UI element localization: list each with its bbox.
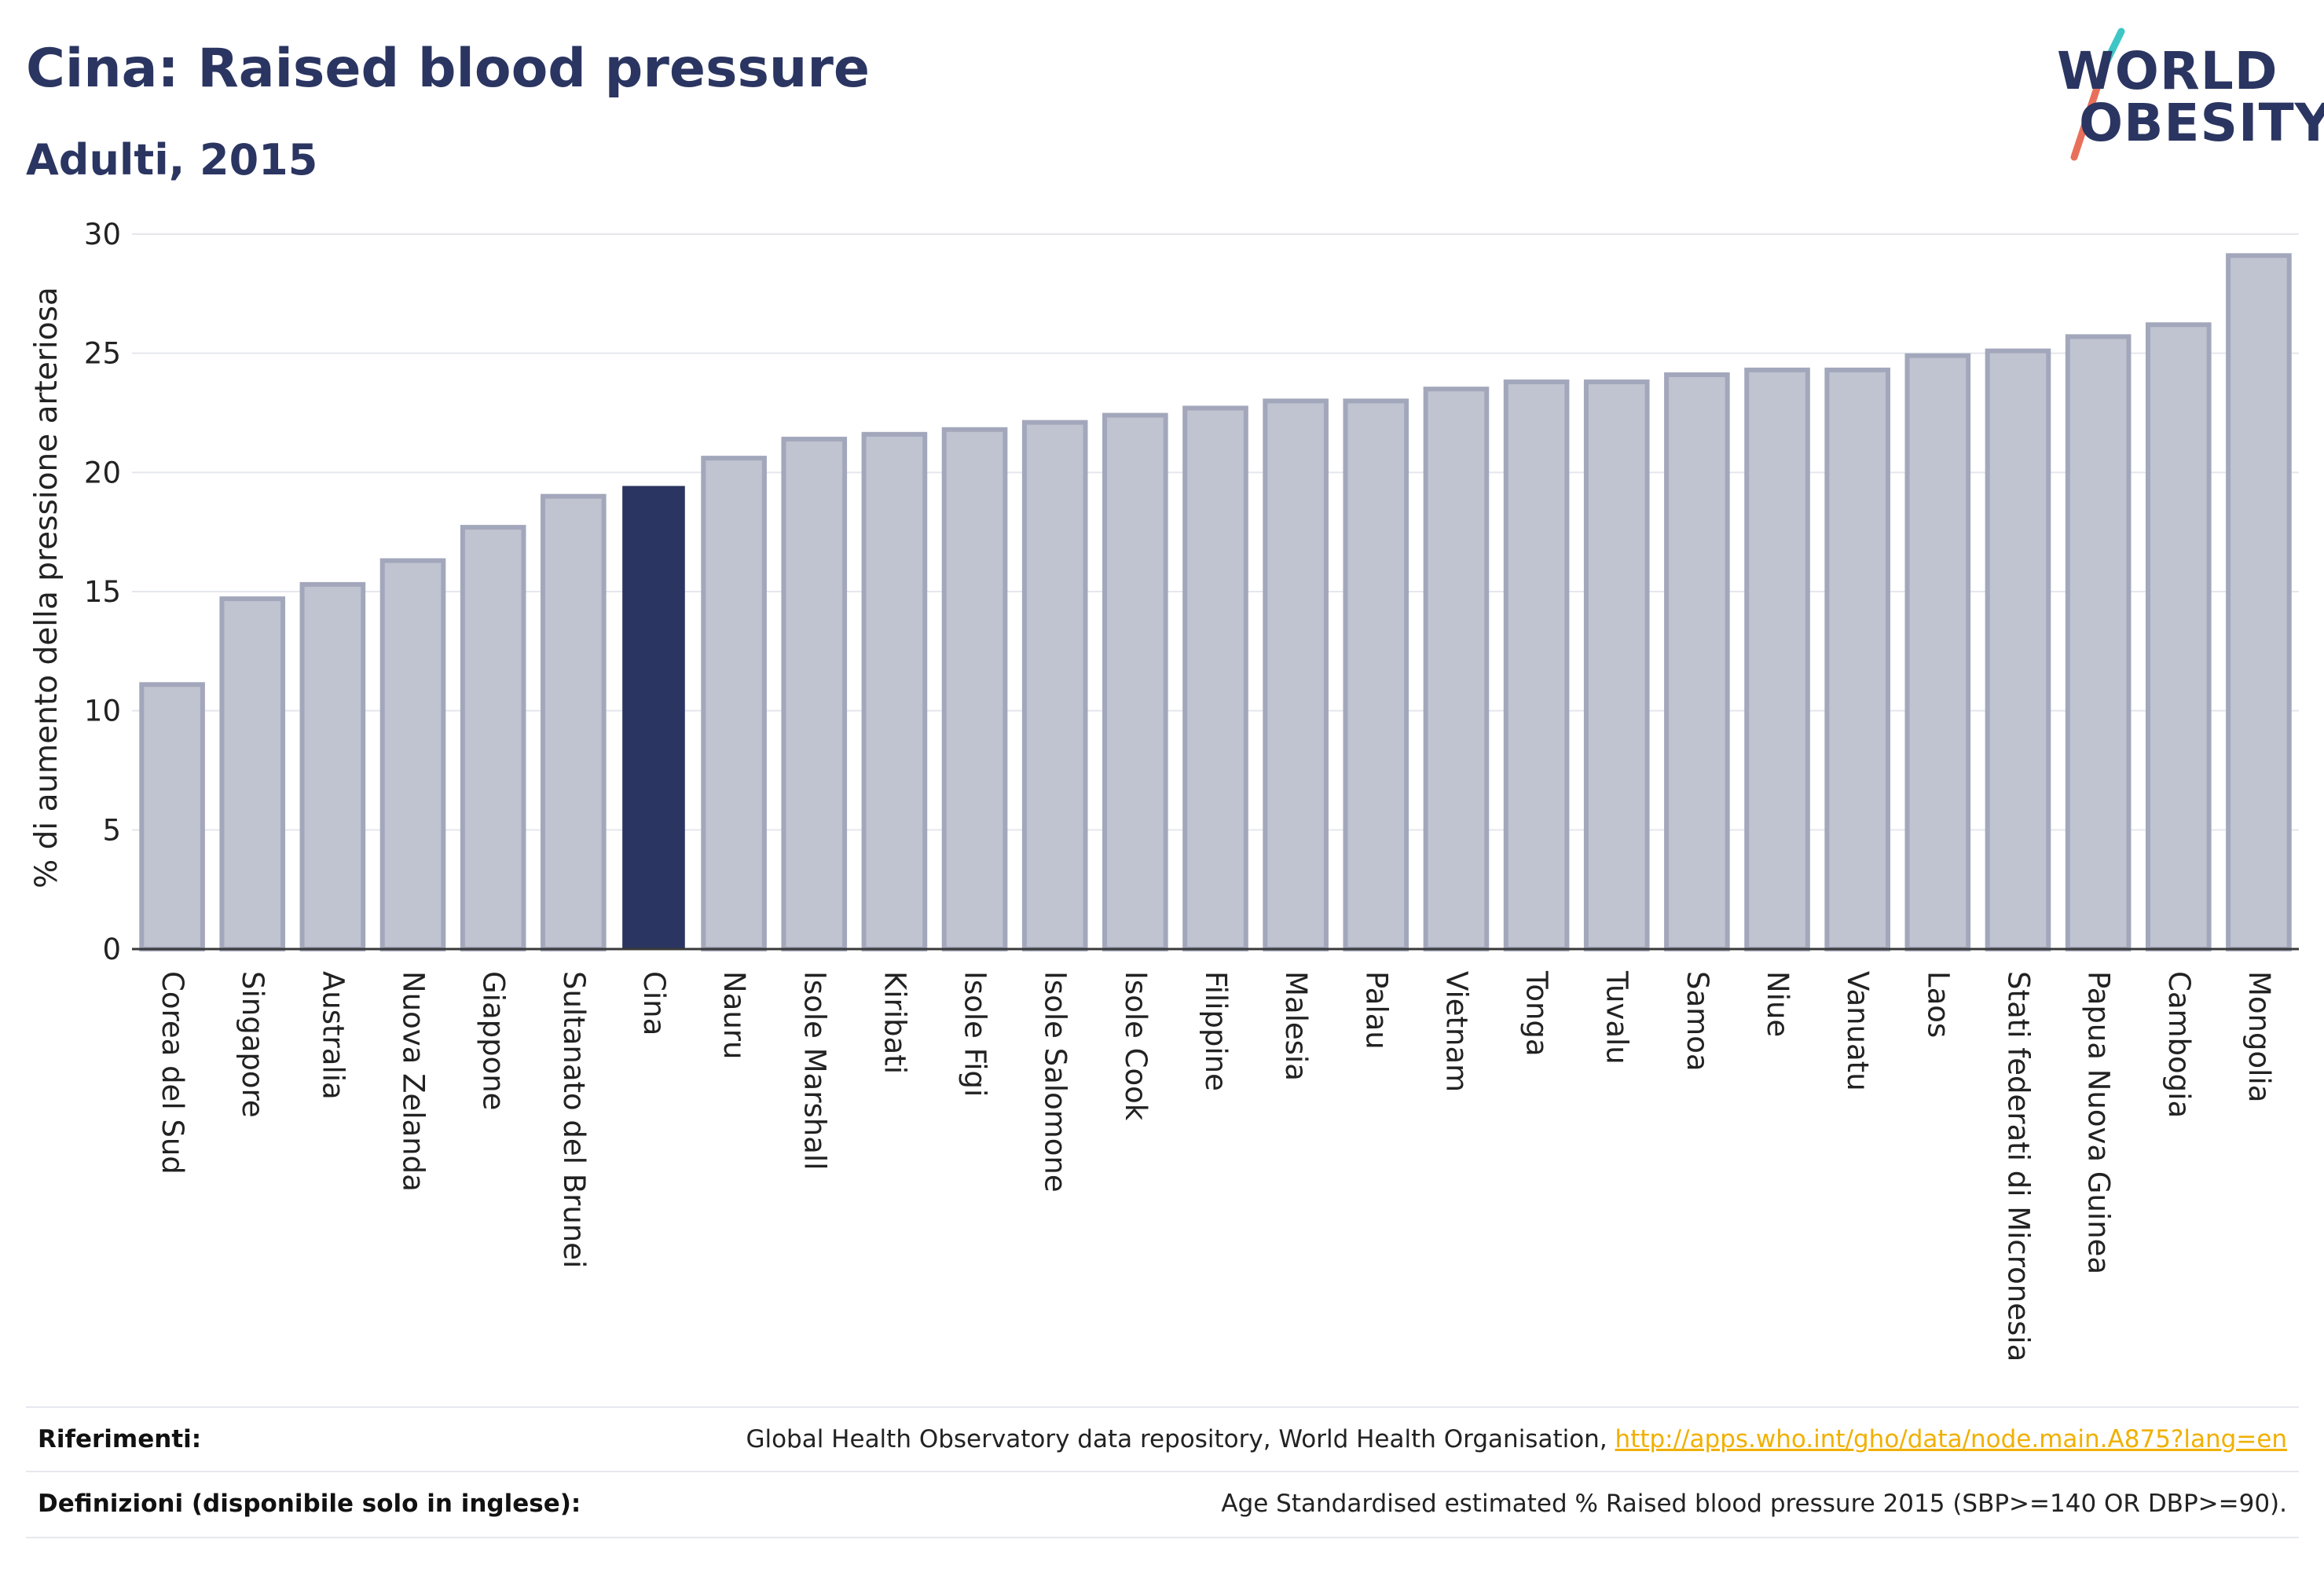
bar (1423, 387, 1490, 951)
chart-subtitle: Adulti, 2015 (26, 135, 318, 185)
y-tick-label: 25 (84, 337, 121, 371)
bar-highlight (622, 486, 685, 950)
bar (379, 558, 446, 951)
x-tick-label: Filippine (1199, 971, 1233, 1091)
bar (1263, 398, 1329, 952)
y-tick-label: 5 (102, 813, 121, 847)
bar-chart: 0 5 10 15 20 25 30 % di aumento della pressione… (29, 218, 2299, 1362)
x-tick-label: Vanuatu (1841, 971, 1875, 1091)
x-tick-label: Corea del Sud (156, 971, 189, 1175)
bar (1583, 379, 1650, 952)
x-tick-label: Papua Nuova Guinea (2082, 971, 2116, 1274)
x-tick-label: Kiribati (878, 971, 911, 1074)
chart-title: Cina: Raised blood pressure (26, 38, 870, 100)
x-tick-label: Tuvalu (1600, 970, 1634, 1065)
x-tick-label: Giappone (477, 971, 511, 1110)
y-tick-label: 10 (84, 695, 121, 728)
x-tick-label: Tonga (1520, 970, 1554, 1057)
bar (1904, 353, 1971, 951)
bar (540, 493, 607, 951)
y-tick-label: 30 (84, 218, 121, 251)
references-link[interactable]: http://apps.who.int/gho/data/node.main.A… (1615, 1425, 2287, 1453)
definitions-row: Definizioni (disponibile solo in inglese… (26, 1471, 2299, 1538)
x-tick-label: Niue (1761, 971, 1794, 1037)
x-tick-label: Isole Cook (1119, 971, 1153, 1121)
world-obesity-logo: WORLD OBESITY (2043, 24, 2324, 165)
bar (941, 427, 1008, 951)
x-tick-label: Cina (637, 971, 671, 1035)
bar (299, 581, 366, 951)
bar (701, 456, 767, 951)
bar (1744, 367, 1810, 951)
x-tick-label: Palau (1359, 971, 1393, 1050)
bar (2145, 322, 2212, 951)
x-tick-label: Stati federati di Micronesia (2001, 971, 2035, 1362)
bar (1503, 379, 1570, 952)
bar (861, 431, 928, 951)
bar (1343, 398, 1409, 952)
bar (1021, 420, 1088, 951)
x-tick-label: Isole Figi (959, 971, 992, 1097)
bar (460, 525, 526, 952)
references-source: Global Health Observatory data repositor… (746, 1425, 1615, 1453)
bar (1824, 367, 1891, 951)
x-tick-label: Isole Marshall (797, 971, 831, 1170)
x-tick-label: Laos (1921, 971, 1955, 1038)
bar (1182, 405, 1248, 951)
definitions-text: Age Standardised estimated % Raised bloo… (1221, 1490, 2287, 1518)
x-tick-label: Sultanato del Brunei (557, 971, 591, 1268)
logo-text-obesity: OBESITY (2079, 93, 2324, 153)
bar (781, 436, 848, 952)
logo-slash-icon (2070, 27, 2125, 161)
x-tick-label: Cambogia (2162, 971, 2196, 1118)
references-text: Global Health Observatory data repositor… (746, 1425, 2287, 1453)
references-row: Riferimenti: Global Health Observatory d… (26, 1406, 2299, 1472)
bar (219, 596, 286, 951)
definitions-label: Definizioni (disponibile solo in inglese… (38, 1490, 581, 1518)
y-tick-label: 20 (84, 456, 121, 489)
x-tick-label: Nauru (717, 971, 751, 1059)
x-tick-label: Nuova Zelanda (397, 971, 431, 1192)
y-tick-label: 0 (102, 933, 121, 966)
x-tick-label: Mongolia (2242, 971, 2276, 1102)
x-tick-label: Isole Salomone (1039, 971, 1072, 1193)
bar (2065, 334, 2132, 951)
y-tick-label: 15 (84, 575, 121, 609)
bar (1985, 348, 2051, 951)
x-tick-label: Samoa (1681, 971, 1714, 1072)
x-tick-label: Vietnam (1439, 971, 1473, 1092)
references-label: Riferimenti: (38, 1425, 202, 1453)
x-tick-label: Singapore (236, 971, 269, 1118)
y-axis-label: % di aumento della pressione arteriosa (29, 287, 64, 889)
x-tick-label: Australia (316, 971, 350, 1100)
logo-text-world: WORLD (2057, 41, 2278, 101)
bar (1102, 412, 1168, 951)
bar (2226, 253, 2292, 952)
x-tick-label: Malesia (1279, 971, 1313, 1081)
bar (139, 682, 205, 951)
bar (1664, 372, 1730, 951)
